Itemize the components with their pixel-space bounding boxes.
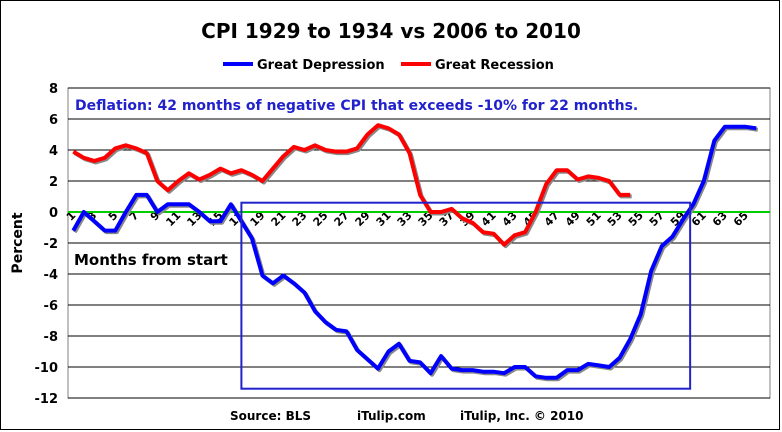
y-tick-label: -4	[44, 268, 58, 283]
deflation-annotation: Deflation: 42 months of negative CPI tha…	[75, 98, 638, 114]
footer-site: iTulip.com	[357, 409, 426, 423]
y-tick-label: -8	[44, 330, 58, 345]
y-axis-label: Percent	[10, 212, 26, 273]
y-tick-label: -2	[44, 237, 58, 252]
y-tick-label: -12	[35, 392, 59, 407]
legend-label-great-recession: Great Recession	[435, 58, 554, 73]
y-tick-label: 0	[49, 206, 58, 221]
deflation-box	[240, 201, 692, 390]
series-lines	[71, 123, 759, 382]
chart-title: CPI 1929 to 1934 vs 2006 to 2010	[201, 19, 581, 43]
legend: Great Depression Great Recession	[223, 58, 554, 73]
y-tick-label: 4	[49, 144, 58, 159]
y-axis-ticks: 8 6 4 2 0 -2 -4 -6 -8 -10 -12	[35, 82, 59, 407]
series-line	[71, 124, 757, 380]
y-tick-label: -6	[44, 299, 58, 314]
footer-copyright: iTulip, Inc. © 2010	[460, 409, 584, 423]
y-tick-label: 8	[49, 82, 58, 97]
y-tick-label: -10	[35, 361, 59, 376]
deflation-box-outline	[240, 201, 692, 390]
footer-source: Source: BLS	[230, 409, 311, 423]
legend-label-great-depression: Great Depression	[257, 58, 385, 73]
months-from-start-annotation: Months from start	[74, 251, 228, 269]
series-line	[72, 123, 631, 247]
y-tick-label: 2	[49, 175, 58, 190]
y-tick-label: 6	[49, 113, 58, 128]
